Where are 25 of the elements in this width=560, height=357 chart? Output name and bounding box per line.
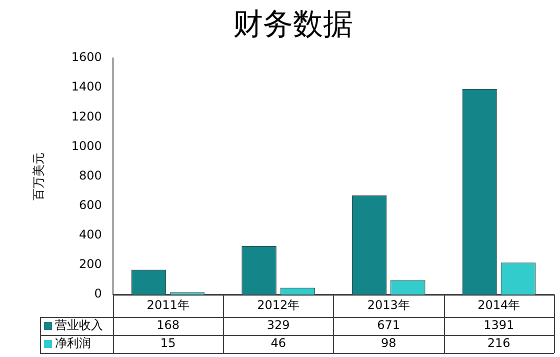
data-label: 46 bbox=[270, 336, 286, 350]
y-tick-label: 1600 bbox=[71, 50, 102, 64]
data-label: 1391 bbox=[484, 318, 514, 332]
x-tick-label: 2013年 bbox=[367, 298, 410, 312]
x-tick-label: 2014年 bbox=[478, 298, 520, 312]
chart-title: 财务数据 bbox=[233, 6, 353, 42]
y-tick-label: 1400 bbox=[71, 80, 102, 94]
data-label: 168 bbox=[156, 318, 180, 332]
data-label: 216 bbox=[487, 336, 510, 350]
y-tick-label: 0 bbox=[94, 286, 102, 301]
data-label: 98 bbox=[380, 336, 396, 350]
y-tick-label: 1000 bbox=[71, 138, 102, 153]
y-tick-label: 200 bbox=[79, 257, 102, 272]
y-axis-title: 百万美元 bbox=[31, 152, 46, 200]
data-label: 15 bbox=[160, 336, 176, 350]
legend-label: 营业收入 bbox=[55, 318, 103, 332]
y-tick-label: 400 bbox=[79, 228, 102, 242]
y-tick-label: 600 bbox=[79, 198, 102, 212]
y-tick-label: 1200 bbox=[71, 109, 102, 124]
x-tick-label: 2012年 bbox=[257, 298, 300, 312]
data-label: 671 bbox=[377, 318, 400, 332]
data-label: 329 bbox=[266, 318, 290, 332]
legend-label: 净利润 bbox=[55, 336, 91, 350]
y-tick-label: 800 bbox=[79, 168, 102, 182]
x-tick-label: 2011年 bbox=[146, 298, 190, 312]
